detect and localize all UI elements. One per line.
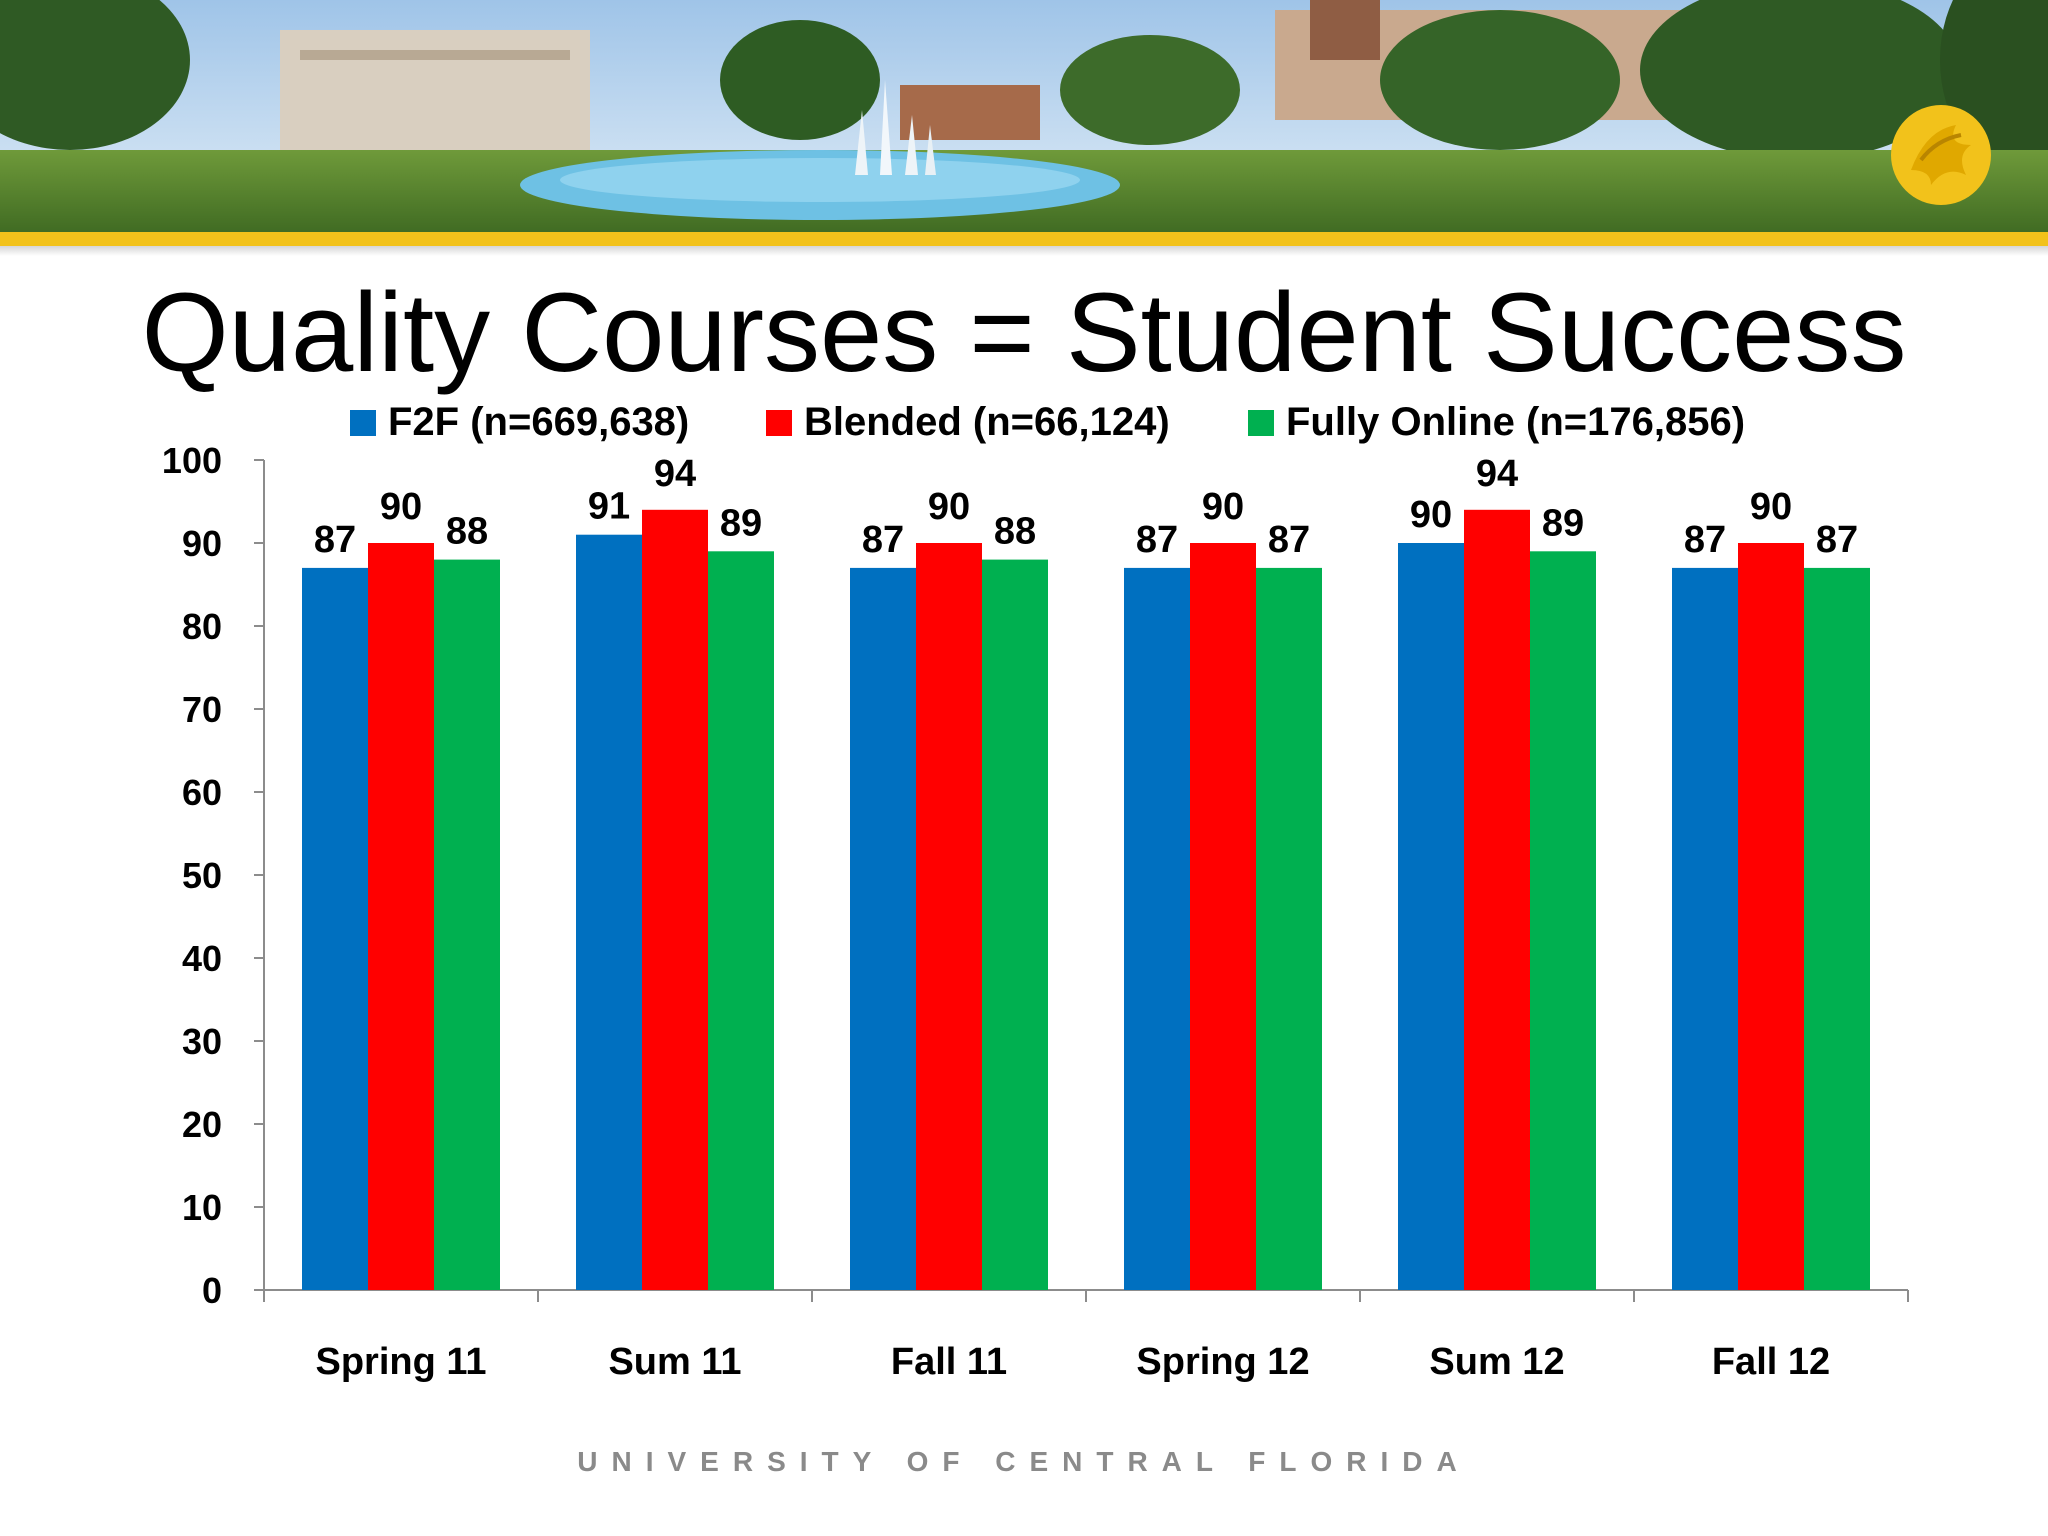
ucf-pegasus-logo-icon: [1891, 105, 1991, 205]
bar-0-1: [576, 534, 642, 1290]
legend-label-f2f: F2F (n=669,638): [388, 400, 690, 444]
legend-swatch-fully-online: [1248, 409, 1274, 436]
legend-item-fully-online: Fully Online (n=176,856): [1248, 400, 1745, 445]
y-tick-label: 90: [182, 523, 222, 564]
bar-0-4: [1398, 543, 1464, 1290]
gold-stripe: [0, 232, 2048, 246]
data-label: 88: [994, 511, 1036, 553]
chart-legend: F2F (n=669,638) Blended (n=66,124) Fully…: [0, 400, 2048, 450]
data-label: 90: [1750, 486, 1792, 528]
bar-1-2: [916, 543, 982, 1290]
bar-1-4: [1464, 509, 1530, 1290]
bar-0-3: [1124, 567, 1190, 1290]
data-label: 94: [654, 453, 696, 495]
university-footer: UNIVERSITY OF CENTRAL FLORIDA: [577, 1446, 1471, 1477]
y-tick-label: 40: [182, 938, 222, 979]
x-category-label: Spring 12: [1136, 1341, 1309, 1383]
data-label: 90: [380, 486, 422, 528]
legend-label-blended: Blended (n=66,124): [804, 400, 1170, 444]
bar-2-2: [982, 559, 1048, 1290]
data-label: 90: [928, 486, 970, 528]
y-tick-label: 80: [182, 606, 222, 647]
bar-2-1: [708, 551, 774, 1290]
y-tick-label: 20: [182, 1104, 222, 1145]
y-tick-label: 50: [182, 855, 222, 896]
data-label: 89: [1542, 502, 1584, 544]
data-label: 87: [314, 519, 356, 561]
x-category-label: Fall 11: [891, 1341, 1007, 1383]
bar-2-4: [1530, 551, 1596, 1290]
bar-2-0: [434, 559, 500, 1290]
data-label: 87: [1684, 519, 1726, 561]
data-label: 87: [1816, 519, 1858, 561]
x-category-label: Sum 11: [608, 1341, 741, 1383]
data-label: 88: [446, 511, 488, 553]
data-label: 94: [1476, 453, 1518, 495]
data-label: 89: [720, 502, 762, 544]
bar-2-5: [1804, 567, 1870, 1290]
data-label: 90: [1202, 486, 1244, 528]
data-label: 87: [1268, 519, 1310, 561]
data-label: 87: [862, 519, 904, 561]
legend-swatch-f2f: [350, 409, 376, 436]
data-label: 87: [1136, 519, 1178, 561]
y-tick-label: 30: [182, 1021, 222, 1062]
data-label: 90: [1410, 494, 1452, 536]
bar-0-0: [302, 567, 368, 1290]
campus-banner-image: [0, 0, 2048, 250]
x-category-label: Spring 11: [315, 1341, 486, 1383]
slide-title: Quality Courses = Student Success: [141, 270, 1907, 395]
x-category-label: Fall 12: [1712, 1341, 1830, 1383]
y-tick-label: 60: [182, 772, 222, 813]
x-category-label: Sum 12: [1429, 1341, 1564, 1383]
banner-shadow: [0, 246, 2048, 256]
bar-1-5: [1738, 543, 1804, 1290]
legend-item-f2f: F2F (n=669,638): [350, 400, 689, 445]
legend-swatch-blended: [766, 409, 792, 436]
legend-label-fully-online: Fully Online (n=176,856): [1286, 400, 1746, 444]
bar-1-1: [642, 509, 708, 1290]
y-tick-label: 10: [182, 1187, 222, 1228]
legend-item-blended: Blended (n=66,124): [766, 400, 1170, 445]
data-label: 91: [588, 486, 630, 528]
bar-0-2: [850, 567, 916, 1290]
y-tick-label: 0: [202, 1270, 222, 1311]
bar-2-3: [1256, 567, 1322, 1290]
bar-1-0: [368, 543, 434, 1290]
y-tick-label: 70: [182, 689, 222, 730]
y-tick-label: 100: [162, 440, 222, 481]
bar-1-3: [1190, 543, 1256, 1290]
bar-0-5: [1672, 567, 1738, 1290]
